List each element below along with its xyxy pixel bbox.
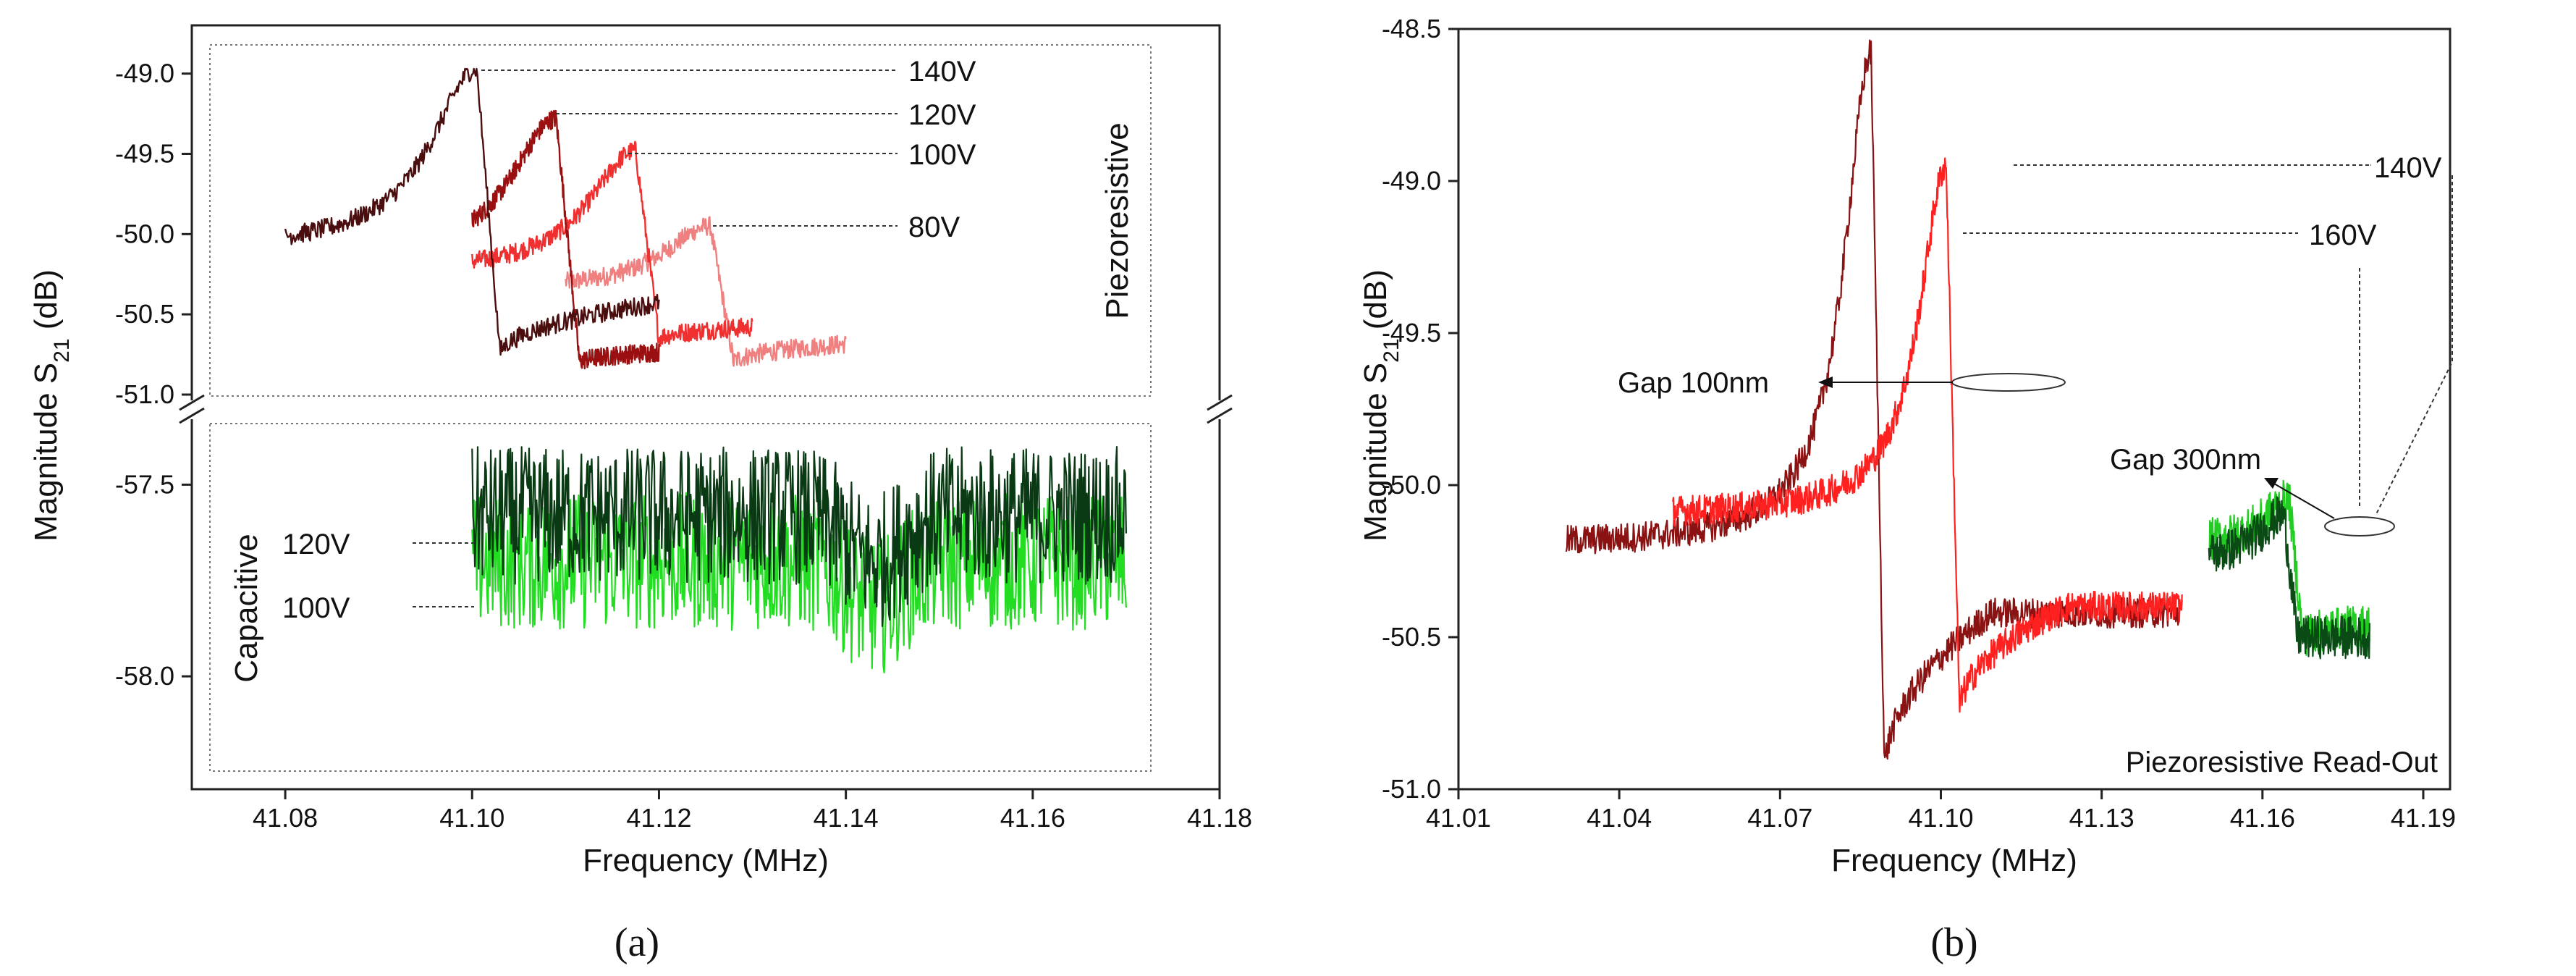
panel-a-bottom-label: Capacitive xyxy=(229,534,264,682)
ellipse-gap-100nm xyxy=(1951,373,2066,392)
panel-a-xtick-label: 41.08 xyxy=(253,803,318,833)
label-gap-100nm: Gap 100nm xyxy=(1618,367,1769,399)
panel-a-top-ytick-label: -49.5 xyxy=(115,138,174,168)
label-gap-300nm: Gap 300nm xyxy=(2110,444,2261,476)
panel-b-xtick-label: 41.07 xyxy=(1747,803,1812,833)
label-a-cap-100V: 100V xyxy=(282,592,350,624)
panel-b-ylabel: Magnitude S21 (dB) xyxy=(1358,269,1403,542)
label-a-100V: 100V xyxy=(908,139,976,171)
label-b-140V: 140V xyxy=(2374,152,2442,184)
panel-a-ticks: 41.08 41.10 41.12 41.14 41.16 41.18 -49.0 -49.5… xyxy=(115,59,1252,833)
axis-break-right xyxy=(1207,394,1233,424)
panel-a-bottom-ytick-label: -58.0 xyxy=(115,661,174,691)
panel-a: 41.08 41.10 41.12 41.14 41.16 41.18 -49.0 -49.5… xyxy=(28,24,1252,965)
panel-a-xtick-label: 41.18 xyxy=(1187,803,1252,833)
ellipse-gap-300nm xyxy=(2324,516,2395,537)
panel-a-top-ytick-label: -49.0 xyxy=(115,59,174,88)
panel-a-top-series xyxy=(284,67,847,370)
series-line-b-3 xyxy=(2208,496,2370,660)
panel-b-ytick-label: -49.0 xyxy=(1382,166,1441,195)
panel-b-xtick-label: 41.16 xyxy=(2230,803,2295,833)
panel-b-ytick-label: -50.0 xyxy=(1382,470,1441,500)
panel-b-xtick-label: 41.19 xyxy=(2391,803,2456,833)
panel-b-xtick-label: 41.01 xyxy=(1426,803,1491,833)
series-line-a-100V xyxy=(471,140,753,347)
axis-break-left xyxy=(179,394,205,424)
label-a-120V: 120V xyxy=(908,99,976,131)
panel-a-xtick-label: 41.16 xyxy=(1000,803,1065,833)
panel-b-caption: (b) xyxy=(1930,920,1977,965)
panel-b-ytick-label: -49.5 xyxy=(1382,318,1441,348)
series-line-a-80V xyxy=(565,216,847,367)
label-readout: Piezoresistive Read-Out xyxy=(2126,746,2438,778)
series-line-a-cap-120V xyxy=(471,445,1127,628)
panel-b-ytick-label: -48.5 xyxy=(1382,14,1441,43)
arrow-gap-100nm xyxy=(1818,376,1953,388)
panel-b-xtick-label: 41.10 xyxy=(1908,803,1973,833)
panel-a-caption: (a) xyxy=(615,920,659,965)
panel-a-xtick-label: 41.14 xyxy=(814,803,879,833)
panel-a-xtick-label: 41.10 xyxy=(439,803,504,833)
panel-b-xtick-label: 41.13 xyxy=(2069,803,2134,833)
panel-b-xtick-label: 41.04 xyxy=(1587,803,1652,833)
series-line-a-140V xyxy=(284,67,660,356)
series-line-b-1 xyxy=(1672,157,2183,713)
leader-b-140V-down xyxy=(2375,175,2453,516)
label-a-cap-120V: 120V xyxy=(282,529,350,560)
label-b-160V: 160V xyxy=(2309,219,2377,251)
panel-b-ytick-label: -50.5 xyxy=(1382,622,1441,652)
label-a-80V: 80V xyxy=(908,211,960,243)
panel-a-xlabel: Frequency (MHz) xyxy=(583,843,829,878)
panel-a-top-ytick-label: -50.0 xyxy=(115,219,174,248)
panel-a-top-ytick-label: -50.5 xyxy=(115,299,174,329)
series-line-b-0 xyxy=(1565,39,2183,760)
panel-b-xlabel: Frequency (MHz) xyxy=(1831,843,2077,878)
panel-a-xtick-label: 41.12 xyxy=(626,803,691,833)
arrow-gap-300nm xyxy=(2264,478,2335,519)
capacitive-box xyxy=(209,423,1152,772)
panel-b-ytick-label: -51.0 xyxy=(1382,774,1441,804)
label-a-140V: 140V xyxy=(908,56,976,88)
series-line-a-120V xyxy=(471,109,660,370)
panel-b: 41.01 41.04 41.07 41.10 41.13 41.16 41.19 -48.5… xyxy=(1358,14,2456,965)
panel-a-bottom-ytick-label: -57.5 xyxy=(115,469,174,499)
panel-a-top-ytick-label: -51.0 xyxy=(115,379,174,409)
panel-b-ticks: 41.01 41.04 41.07 41.10 41.13 41.16 41.19 -48.5… xyxy=(1382,14,2456,833)
panel-b-frame xyxy=(1457,28,2452,791)
panel-a-ylabel: Magnitude S21 (dB) xyxy=(28,269,74,542)
panel-a-top-label: Piezoresistive xyxy=(1099,122,1135,319)
piezoresistive-box xyxy=(209,44,1152,397)
panel-a-frame xyxy=(190,24,1221,791)
panel-a-bottom-series xyxy=(471,445,1127,674)
panel-b-series xyxy=(1565,39,2370,760)
